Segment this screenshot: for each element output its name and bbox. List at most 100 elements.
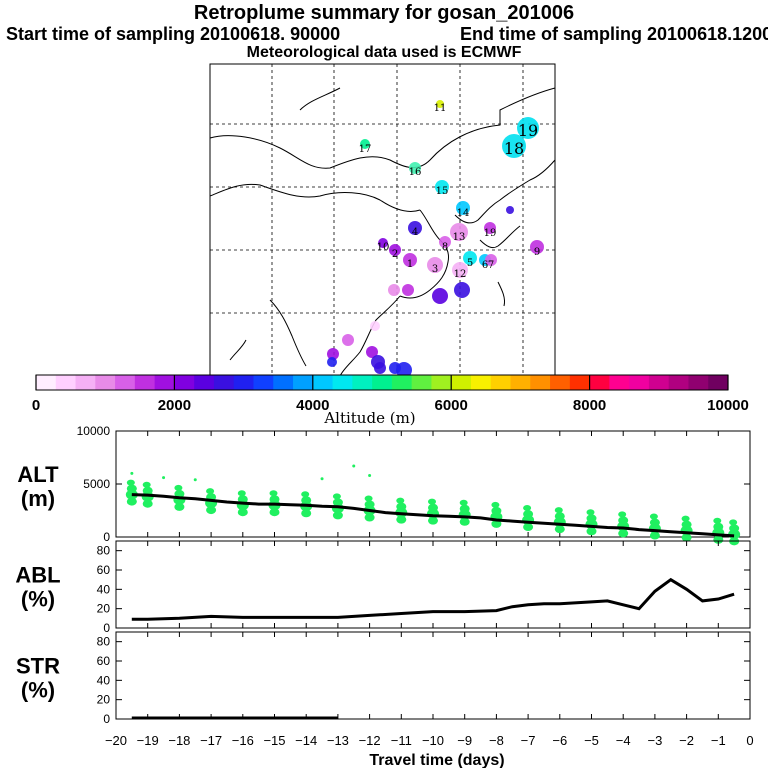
alt-point bbox=[523, 510, 534, 519]
y-tick-label: 40 bbox=[97, 673, 111, 687]
colorbar-swatch bbox=[95, 375, 116, 390]
x-tick-label: −6 bbox=[552, 733, 567, 748]
x-tick-label: −12 bbox=[359, 733, 381, 748]
colorbar-swatch bbox=[134, 375, 156, 390]
x-tick-label: −9 bbox=[457, 733, 472, 748]
x-axis-label: Travel time (days) bbox=[369, 752, 504, 768]
time-series-panels: 0500010000ALT(m)020406080ABL(%)020406080… bbox=[15, 424, 753, 748]
trajectory-point bbox=[408, 221, 422, 235]
alt-point bbox=[554, 507, 563, 514]
map-day-label: 9 bbox=[534, 247, 540, 258]
colorbar-tick-label: 6000 bbox=[435, 397, 468, 414]
colorbar-swatch bbox=[253, 375, 274, 390]
colorbar-swatch bbox=[372, 375, 393, 390]
alt-point bbox=[142, 481, 151, 488]
alt-point bbox=[649, 531, 660, 540]
colorbar-swatch bbox=[490, 375, 512, 390]
chart-title: Retroplume summary for gosan_201006 bbox=[193, 2, 575, 24]
map-day-label: 18 bbox=[504, 139, 524, 158]
map-day-label: 7 bbox=[488, 260, 494, 271]
alt-point bbox=[174, 489, 185, 498]
x-tick-label: −18 bbox=[168, 733, 190, 748]
alt-point bbox=[269, 490, 278, 497]
colorbar-tick-label: 8000 bbox=[573, 397, 606, 414]
alt-point bbox=[396, 515, 407, 524]
map-day-label: 15 bbox=[436, 186, 449, 197]
panel-unit-abl: (%) bbox=[21, 587, 55, 612]
alt-point bbox=[301, 509, 312, 518]
trajectory-point bbox=[374, 362, 386, 374]
alt-point bbox=[649, 513, 658, 520]
map-frame bbox=[209, 63, 556, 377]
alt-point bbox=[681, 520, 692, 529]
trajectory-point bbox=[360, 139, 370, 149]
alt-outlier-point bbox=[368, 474, 372, 478]
alt-point bbox=[681, 533, 692, 542]
x-tick-label: −14 bbox=[295, 733, 317, 748]
map-grid bbox=[210, 64, 555, 376]
trajectory-point bbox=[432, 288, 448, 304]
alt-point bbox=[364, 500, 375, 509]
colorbar-swatch bbox=[569, 375, 591, 390]
y-tick-label: 0 bbox=[103, 530, 110, 544]
y-tick-label: 80 bbox=[97, 544, 111, 558]
colorbar-swatch bbox=[174, 375, 195, 390]
alt-point bbox=[396, 502, 407, 511]
y-tick-label: 60 bbox=[97, 563, 111, 577]
alt-point bbox=[142, 486, 153, 495]
alt-outlier-point bbox=[320, 477, 324, 481]
trajectory-point bbox=[502, 134, 526, 158]
map-day-label: 2 bbox=[392, 249, 398, 260]
map-day-label: 8 bbox=[442, 242, 448, 253]
alt-point bbox=[586, 509, 595, 516]
x-tick-label: −2 bbox=[679, 733, 694, 748]
alt-point bbox=[396, 497, 405, 504]
colorbar-swatch bbox=[688, 375, 709, 390]
trajectory-point bbox=[378, 238, 388, 248]
panel-label-alt: ALT bbox=[17, 462, 59, 487]
y-tick-label: 60 bbox=[97, 654, 111, 668]
alt-point bbox=[206, 506, 217, 515]
alt-point bbox=[713, 535, 724, 544]
trajectory-point bbox=[435, 180, 449, 194]
x-tick-label: −10 bbox=[422, 733, 444, 748]
x-tick-label: −17 bbox=[200, 733, 222, 748]
alt-point bbox=[618, 529, 629, 538]
trajectory-point bbox=[456, 201, 470, 215]
alt-point bbox=[428, 516, 438, 525]
colorbar-swatch bbox=[194, 375, 215, 390]
alt-outlier-point bbox=[162, 476, 166, 480]
colorbar-swatch bbox=[154, 375, 175, 390]
colorbar-swatch bbox=[273, 375, 294, 390]
alt-point bbox=[729, 519, 738, 526]
coastline bbox=[209, 87, 556, 377]
alt-point bbox=[364, 513, 375, 522]
map-day-label: 10 bbox=[377, 242, 390, 253]
alt-point bbox=[554, 512, 565, 521]
x-tick-label: −3 bbox=[647, 733, 662, 748]
x-tick-label: −20 bbox=[105, 733, 127, 748]
panel-label-abl: ABL bbox=[15, 563, 60, 588]
colorbar-tick-label: 0 bbox=[32, 397, 40, 414]
alt-point bbox=[713, 522, 724, 531]
y-tick-label: 40 bbox=[97, 582, 111, 596]
trajectory-point bbox=[485, 254, 497, 266]
x-tick-label: −4 bbox=[616, 733, 631, 748]
x-tick-label: −7 bbox=[521, 733, 536, 748]
x-tick-label: −19 bbox=[137, 733, 159, 748]
colorbar-swatch bbox=[470, 375, 492, 390]
alt-point bbox=[126, 479, 135, 486]
alt-point bbox=[491, 501, 500, 508]
x-tick-label: −11 bbox=[391, 733, 412, 748]
alt-outlier-point bbox=[130, 471, 134, 475]
trajectory-point bbox=[439, 236, 451, 248]
colorbar-swatch bbox=[609, 375, 630, 390]
panel-unit-alt: (m) bbox=[21, 486, 55, 511]
alt-point bbox=[237, 490, 246, 497]
alt-point bbox=[174, 484, 183, 491]
alt-point bbox=[174, 502, 185, 511]
colorbar-swatch bbox=[530, 375, 551, 390]
map-day-label: 19 bbox=[484, 228, 497, 239]
trajectory-point bbox=[342, 334, 354, 346]
